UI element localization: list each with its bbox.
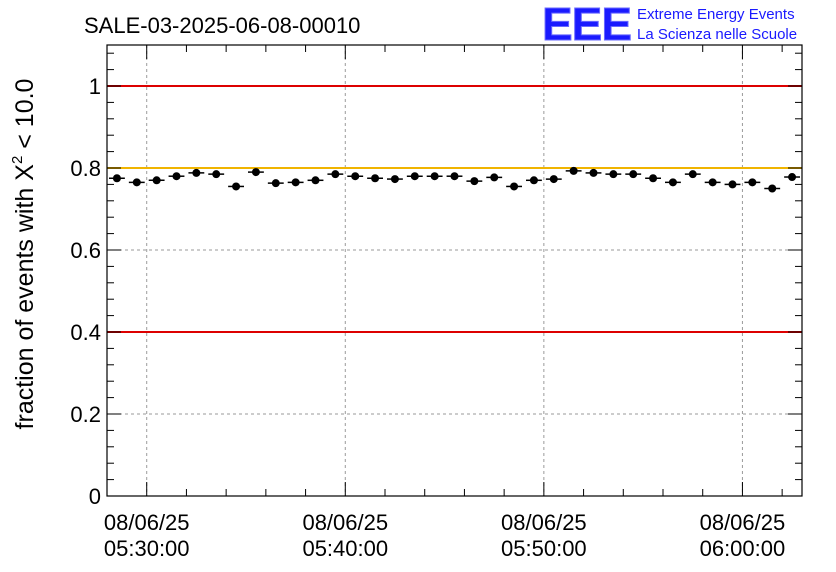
data-point <box>569 166 578 175</box>
x-tick-label-date: 08/06/25 <box>501 510 587 535</box>
data-point <box>410 172 419 181</box>
plot-area: 00.20.40.60.8108/06/2505:30:0008/06/2505… <box>70 44 803 561</box>
y-tick-label: 0.2 <box>70 402 101 427</box>
eee-logo-line2: La Scienza nelle Scuole <box>637 26 797 43</box>
x-tick-label-date: 08/06/25 <box>700 510 786 535</box>
data-point <box>331 170 340 179</box>
data-point <box>251 168 260 177</box>
data-point <box>470 177 479 186</box>
data-point <box>212 170 221 179</box>
data-point <box>668 178 677 187</box>
data-point <box>708 178 717 187</box>
y-tick-label: 1 <box>89 74 101 99</box>
y-tick-label: 0.4 <box>70 320 101 345</box>
data-point <box>351 172 360 181</box>
y-axis-label-prefix: fraction of events with <box>11 181 39 430</box>
data-point <box>232 182 241 191</box>
data-point <box>271 179 280 188</box>
x-tick-label-time: 05:50:00 <box>501 536 587 561</box>
data-point <box>490 173 499 182</box>
data-point <box>132 178 141 187</box>
data-point <box>430 172 439 181</box>
y-axis-label: fraction of events with X2 < 10.0 <box>9 79 39 430</box>
eee-logo-mark: EEE <box>542 0 631 50</box>
data-point <box>688 170 697 179</box>
data-point <box>172 172 181 181</box>
data-point <box>152 176 161 185</box>
data-point <box>549 175 558 184</box>
data-point <box>629 170 638 179</box>
x-tick-label-time: 05:40:00 <box>302 536 388 561</box>
data-point <box>112 174 121 183</box>
data-point <box>192 168 201 177</box>
chart-title: SALE-03-2025-06-08-00010 <box>84 13 360 38</box>
data-point <box>450 172 459 181</box>
y-tick-label: 0.8 <box>70 156 101 181</box>
data-point <box>311 176 320 185</box>
x-tick-label-time: 06:00:00 <box>700 536 786 561</box>
y-tick-label: 0.6 <box>70 238 101 263</box>
data-point <box>728 180 737 189</box>
data-point <box>529 176 538 185</box>
data-point <box>788 173 797 182</box>
data-point <box>589 168 598 177</box>
eee-logo-line1: Extreme Energy Events <box>637 6 795 23</box>
y-axis-label-superscript: 2 <box>9 156 26 164</box>
data-point <box>748 178 757 187</box>
plot-frame <box>106 44 803 497</box>
x-tick-label-date: 08/06/25 <box>104 510 190 535</box>
data-point <box>649 174 658 183</box>
x-tick-label-date: 08/06/25 <box>302 510 388 535</box>
x-tick-label-time: 05:30:00 <box>104 536 190 561</box>
data-point <box>510 182 519 191</box>
data-point <box>291 178 300 187</box>
y-tick-label: 0 <box>89 484 101 509</box>
y-axis-label-group: fraction of events with X2 < 10.0 <box>9 79 39 430</box>
data-point <box>768 184 777 193</box>
data-point <box>371 174 380 183</box>
eee-logo: EEE Extreme Energy Events La Scienza nel… <box>542 0 798 51</box>
data-point <box>390 175 399 184</box>
y-axis-label-symbol: X <box>11 164 39 181</box>
y-axis-label-suffix: < 10.0 <box>11 79 39 156</box>
data-point <box>609 170 618 179</box>
